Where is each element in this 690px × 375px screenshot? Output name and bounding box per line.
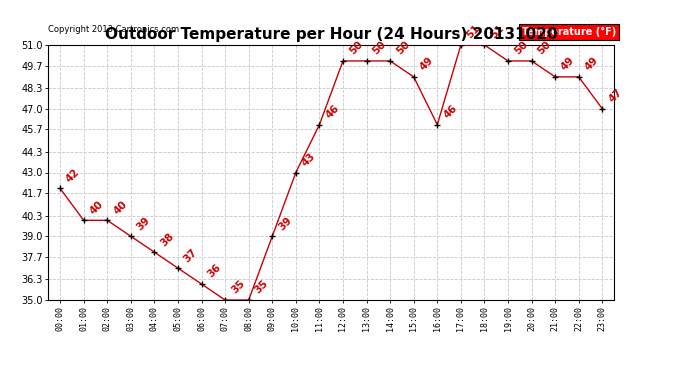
Text: 35: 35 — [229, 279, 246, 296]
Text: 5: 5 — [522, 27, 529, 37]
Text: 51: 51 — [489, 24, 506, 41]
Text: 35: 35 — [253, 279, 270, 296]
Text: 37: 37 — [182, 246, 199, 264]
Text: 50: 50 — [371, 39, 388, 57]
Text: Temperature (°F): Temperature (°F) — [522, 27, 616, 37]
Text: 49: 49 — [560, 56, 577, 73]
Text: 50: 50 — [394, 39, 412, 57]
Text: 50: 50 — [347, 39, 364, 57]
Title: Outdoor Temperature per Hour (24 Hours) 20131020: Outdoor Temperature per Hour (24 Hours) … — [105, 27, 558, 42]
Text: 39: 39 — [277, 215, 294, 232]
Text: Copyright 2013 Cartronics.com: Copyright 2013 Cartronics.com — [48, 25, 179, 34]
Text: 46: 46 — [442, 103, 459, 120]
Text: 40: 40 — [88, 199, 106, 216]
Text: 49: 49 — [583, 56, 600, 73]
Text: 43: 43 — [300, 151, 317, 168]
Text: 46: 46 — [324, 103, 341, 120]
Text: 42: 42 — [64, 167, 81, 184]
Text: 47: 47 — [607, 87, 624, 105]
Text: 38: 38 — [159, 231, 176, 248]
Text: 50: 50 — [535, 39, 553, 57]
Text: 51: 51 — [465, 24, 482, 41]
Text: 49: 49 — [418, 56, 435, 73]
Text: 39: 39 — [135, 215, 152, 232]
Text: 40: 40 — [111, 199, 129, 216]
Text: 36: 36 — [206, 262, 223, 280]
Text: 50: 50 — [512, 39, 529, 57]
